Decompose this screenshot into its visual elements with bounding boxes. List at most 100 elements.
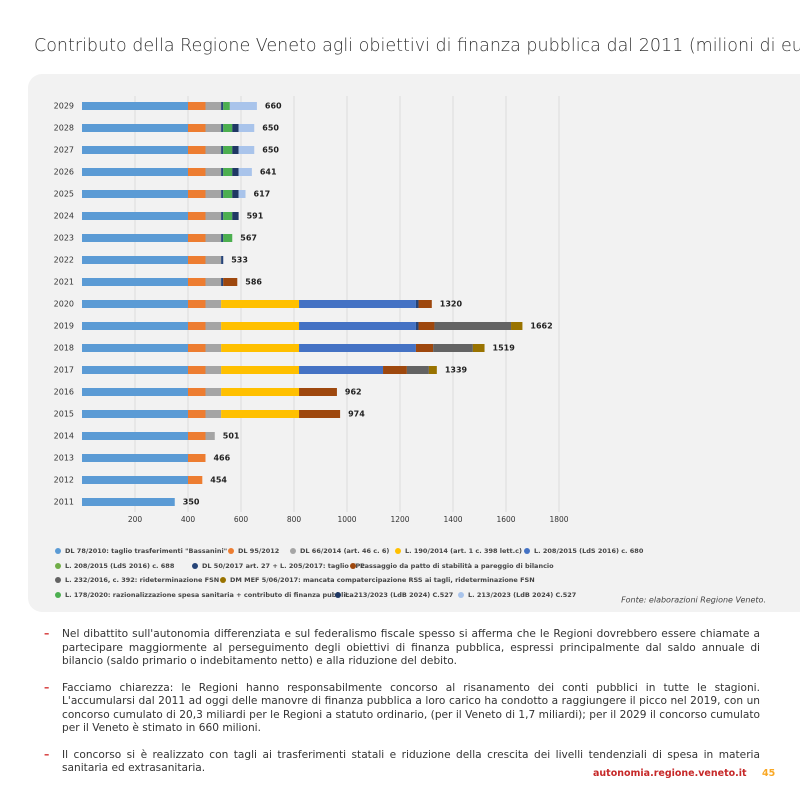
bar-segment xyxy=(232,168,239,176)
bar-segment xyxy=(221,146,224,154)
legend-label: DM MEF 5/06/2017: mancata compatercipazi… xyxy=(230,576,535,584)
bar-segment xyxy=(299,322,416,330)
page-number: 45 xyxy=(762,768,776,779)
x-tick-label: 1800 xyxy=(549,515,568,524)
bar-segment xyxy=(188,388,206,396)
bar-segment xyxy=(82,388,188,396)
bar-segment xyxy=(82,498,175,506)
legend-marker xyxy=(55,592,61,598)
bar-segment xyxy=(415,344,434,352)
bar-segment xyxy=(221,344,300,352)
bar-segment xyxy=(82,476,188,484)
legend-marker xyxy=(220,577,226,583)
paragraph: Nel dibattito sull'autonomia differenzia… xyxy=(44,628,760,669)
bar-segment xyxy=(415,322,419,330)
total-label: 350 xyxy=(183,498,200,507)
bar-segment xyxy=(82,234,188,242)
chart: 200 400 600 800 1000 1200 1400 1600 1800 2029 660 2… xyxy=(54,96,766,605)
y-tick-label: 2018 xyxy=(54,344,74,353)
bar-segment xyxy=(188,300,206,308)
bar-segment xyxy=(188,454,206,462)
y-tick-label: 2025 xyxy=(54,190,74,199)
bar-segment xyxy=(221,212,224,220)
paragraph: Facciamo chiarezza: le Regioni hanno res… xyxy=(44,682,760,736)
bar-segment xyxy=(82,366,188,374)
y-tick-label: 2012 xyxy=(54,476,74,485)
total-label: 650 xyxy=(262,146,279,155)
bar-segment xyxy=(221,256,224,264)
legend-label: L. 213/2023 (LdB 2024) C.527 xyxy=(345,591,453,599)
bar-segment xyxy=(205,344,222,352)
bar-segment xyxy=(221,168,224,176)
total-label: 660 xyxy=(265,102,282,111)
paragraphs: Nel dibattito sull'autonomia differenzia… xyxy=(44,628,760,789)
y-tick-label: 2027 xyxy=(54,146,74,155)
bar-segment xyxy=(188,322,206,330)
total-label: 650 xyxy=(262,124,279,133)
total-label: 617 xyxy=(254,190,271,199)
bar-segment xyxy=(221,124,224,132)
bar-segment xyxy=(82,190,188,198)
legend-label: L. 213/2023 (LdB 2024) C.527 xyxy=(468,591,576,599)
bar-segment xyxy=(221,366,300,374)
bar-segment xyxy=(205,212,222,220)
bar-segment xyxy=(221,410,300,418)
y-tick-label: 2021 xyxy=(54,278,74,287)
y-tick-label: 2028 xyxy=(54,124,74,133)
bar-segment xyxy=(188,366,206,374)
bar-segment xyxy=(205,366,222,374)
total-label: 466 xyxy=(213,454,230,463)
bar-segment xyxy=(221,102,224,110)
bar-segment xyxy=(82,454,188,462)
bar-segment xyxy=(188,410,206,418)
legend-label: L. 208/2015 (LdS 2016) c. 680 xyxy=(534,547,644,555)
legend-label: DL 50/2017 art. 27 + L. 205/2017: taglio… xyxy=(202,562,364,570)
bar-segment xyxy=(406,366,429,374)
legend-marker xyxy=(55,563,61,569)
bar-segment xyxy=(188,278,206,286)
bar-segment xyxy=(82,168,188,176)
bar-segment xyxy=(188,234,206,242)
total-label: 1519 xyxy=(493,344,516,353)
bar-segment xyxy=(232,146,239,154)
bar-segment xyxy=(415,300,419,308)
bar-segment xyxy=(188,124,206,132)
bar-segment xyxy=(238,168,252,176)
total-label: 591 xyxy=(247,212,264,221)
bar-segment xyxy=(82,146,188,154)
bar-segment xyxy=(229,102,257,110)
legend-label: L. 190/2014 (art. 1 c. 398 lett.c) xyxy=(405,547,522,555)
bar-segment xyxy=(188,476,203,484)
footer-site: autonomia.regione.veneto.it xyxy=(593,768,747,779)
total-label: 1339 xyxy=(445,366,468,375)
y-tick-label: 2026 xyxy=(54,168,74,177)
y-tick-label: 2011 xyxy=(54,498,74,507)
bar-segment xyxy=(205,410,222,418)
legend-label: DL 66/2014 (art. 46 c. 6) xyxy=(300,547,389,555)
legend-marker xyxy=(458,592,464,598)
y-tick-label: 2013 xyxy=(54,454,74,463)
bar-segment xyxy=(82,410,188,418)
y-tick-label: 2024 xyxy=(54,212,74,221)
bar-segment xyxy=(221,278,224,286)
legend-marker xyxy=(395,548,401,554)
bar-segment xyxy=(223,168,233,176)
x-tick-label: 1200 xyxy=(390,515,409,524)
bar-segment xyxy=(82,344,188,352)
bar-segment xyxy=(223,124,233,132)
legend-label: L. 208/2015 (LdS 2016) c. 688 xyxy=(65,562,175,570)
bar-segment xyxy=(238,146,255,154)
x-tick-label: 1000 xyxy=(337,515,356,524)
bar-segment xyxy=(82,278,188,286)
bar-segment xyxy=(205,256,222,264)
bar-segment xyxy=(299,300,416,308)
y-tick-label: 2022 xyxy=(54,256,74,265)
bar-segment xyxy=(188,212,206,220)
bar-segment xyxy=(511,322,523,330)
bar-segment xyxy=(82,300,188,308)
total-label: 454 xyxy=(210,476,227,485)
legend-label: Passaggio da patto di stabilità a paregg… xyxy=(360,562,554,570)
bar-segment xyxy=(82,322,188,330)
bar-segment xyxy=(188,102,206,110)
